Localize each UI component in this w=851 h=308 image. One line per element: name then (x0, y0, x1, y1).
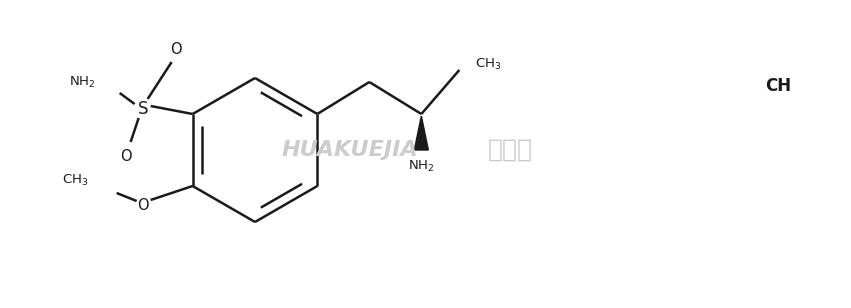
Text: CH$_3$: CH$_3$ (62, 172, 89, 188)
Text: O: O (137, 198, 148, 213)
Text: S: S (137, 100, 148, 118)
Text: O: O (120, 148, 131, 164)
Text: 化学加: 化学加 (488, 138, 533, 162)
Polygon shape (414, 116, 428, 150)
Text: HUAKUEJIA: HUAKUEJIA (282, 140, 419, 160)
Text: NH$_2$: NH$_2$ (408, 158, 435, 173)
Text: CH: CH (765, 77, 791, 95)
Text: NH$_2$: NH$_2$ (69, 75, 95, 90)
Text: CH$_3$: CH$_3$ (476, 56, 502, 71)
Text: O: O (170, 42, 181, 56)
